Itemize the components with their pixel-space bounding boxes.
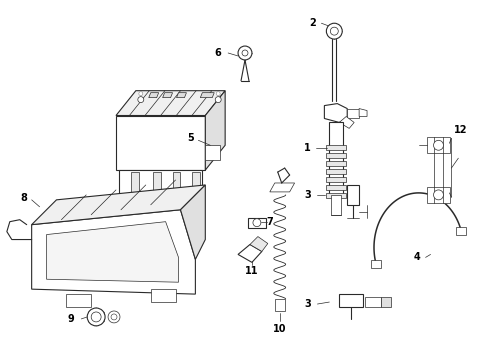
- Circle shape: [216, 92, 220, 96]
- Polygon shape: [180, 185, 205, 260]
- Polygon shape: [163, 93, 172, 98]
- Polygon shape: [325, 193, 346, 198]
- Text: 3: 3: [304, 190, 310, 200]
- Polygon shape: [46, 222, 178, 282]
- Polygon shape: [176, 93, 186, 98]
- Text: 10: 10: [272, 324, 286, 334]
- Polygon shape: [426, 137, 449, 153]
- Circle shape: [138, 96, 143, 103]
- Polygon shape: [119, 170, 202, 195]
- Text: 4: 4: [412, 252, 419, 262]
- Text: 5: 5: [187, 133, 193, 143]
- Text: 9: 9: [68, 314, 75, 324]
- Polygon shape: [324, 104, 346, 122]
- Circle shape: [252, 219, 260, 227]
- Polygon shape: [455, 227, 465, 235]
- Polygon shape: [331, 195, 341, 215]
- Polygon shape: [131, 172, 139, 192]
- Polygon shape: [339, 117, 353, 129]
- Polygon shape: [185, 195, 198, 205]
- Text: 6: 6: [214, 48, 221, 58]
- Polygon shape: [365, 297, 380, 307]
- Polygon shape: [152, 172, 161, 192]
- Text: 7: 7: [266, 217, 273, 227]
- Circle shape: [215, 96, 221, 103]
- Polygon shape: [325, 185, 346, 190]
- Polygon shape: [426, 187, 449, 203]
- Polygon shape: [325, 153, 346, 158]
- Circle shape: [433, 140, 443, 150]
- Polygon shape: [346, 109, 358, 118]
- Polygon shape: [116, 91, 224, 116]
- Circle shape: [108, 311, 120, 323]
- Polygon shape: [247, 218, 265, 228]
- Polygon shape: [274, 299, 284, 311]
- Polygon shape: [122, 195, 136, 205]
- Polygon shape: [116, 116, 205, 170]
- Polygon shape: [148, 93, 158, 98]
- Polygon shape: [380, 297, 390, 307]
- Text: 2: 2: [308, 18, 315, 28]
- Circle shape: [238, 46, 251, 60]
- Polygon shape: [325, 161, 346, 166]
- Circle shape: [87, 308, 105, 326]
- Polygon shape: [205, 91, 224, 170]
- Circle shape: [111, 314, 117, 320]
- Text: 12: 12: [453, 125, 466, 135]
- Text: 8: 8: [20, 193, 27, 203]
- Polygon shape: [325, 145, 346, 150]
- Polygon shape: [339, 294, 362, 307]
- Polygon shape: [150, 289, 175, 302]
- Polygon shape: [32, 185, 205, 225]
- Polygon shape: [325, 169, 346, 174]
- Circle shape: [242, 50, 247, 56]
- Circle shape: [91, 312, 101, 322]
- Text: 1: 1: [304, 143, 310, 153]
- Polygon shape: [370, 260, 380, 268]
- Text: 3: 3: [304, 299, 310, 309]
- Polygon shape: [192, 172, 200, 192]
- Polygon shape: [66, 294, 91, 307]
- Polygon shape: [328, 122, 343, 195]
- Text: 11: 11: [244, 266, 258, 276]
- Polygon shape: [269, 183, 294, 192]
- Polygon shape: [205, 145, 220, 160]
- Polygon shape: [358, 109, 366, 117]
- Circle shape: [325, 23, 342, 39]
- Polygon shape: [325, 177, 346, 182]
- Polygon shape: [32, 210, 195, 294]
- Polygon shape: [172, 172, 180, 192]
- Polygon shape: [238, 244, 262, 262]
- Circle shape: [433, 190, 443, 200]
- Circle shape: [330, 27, 338, 35]
- Circle shape: [139, 92, 142, 96]
- Polygon shape: [346, 185, 358, 205]
- Polygon shape: [200, 93, 214, 98]
- Polygon shape: [249, 237, 267, 251]
